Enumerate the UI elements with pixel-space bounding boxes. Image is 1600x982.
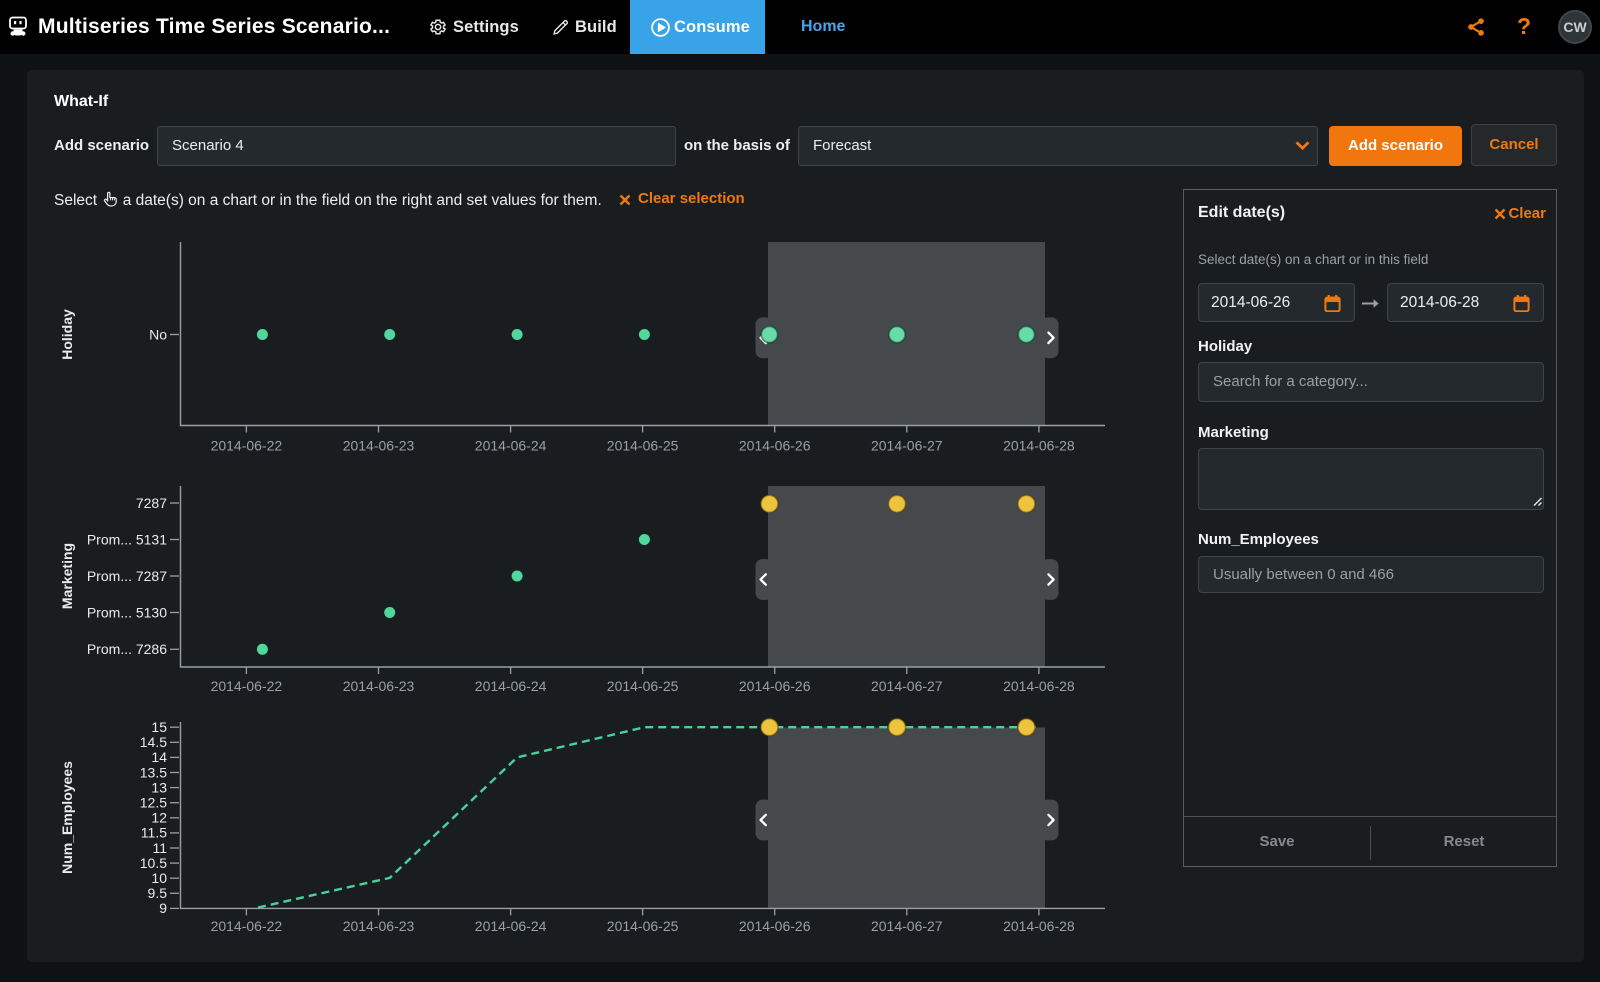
svg-text:2014-06-24: 2014-06-24: [475, 678, 547, 694]
svg-text:2014-06-26: 2014-06-26: [739, 438, 811, 454]
svg-text:2014-06-22: 2014-06-22: [211, 678, 283, 694]
svg-text:12: 12: [151, 810, 167, 826]
svg-text:15: 15: [151, 719, 167, 735]
svg-text:2014-06-25: 2014-06-25: [607, 438, 679, 454]
svg-text:Prom... 7287: Prom... 7287: [87, 568, 167, 584]
svg-text:2014-06-27: 2014-06-27: [871, 438, 943, 454]
svg-text:2014-06-26: 2014-06-26: [739, 918, 811, 934]
svg-text:7287: 7287: [136, 495, 167, 511]
svg-text:2014-06-23: 2014-06-23: [343, 678, 415, 694]
svg-text:9.5: 9.5: [148, 885, 168, 901]
svg-text:Holiday: Holiday: [59, 309, 75, 360]
svg-text:Prom... 5131: Prom... 5131: [87, 531, 167, 547]
svg-text:No: No: [149, 326, 167, 342]
svg-text:2014-06-22: 2014-06-22: [211, 918, 283, 934]
svg-text:2014-06-27: 2014-06-27: [871, 918, 943, 934]
svg-text:2014-06-26: 2014-06-26: [739, 678, 811, 694]
svg-text:11.5: 11.5: [141, 825, 167, 841]
svg-text:11: 11: [152, 840, 167, 856]
svg-text:Prom... 7286: Prom... 7286: [87, 641, 167, 657]
svg-text:14.5: 14.5: [140, 734, 167, 750]
svg-text:13: 13: [151, 779, 167, 795]
svg-text:10.5: 10.5: [140, 855, 167, 871]
svg-text:2014-06-28: 2014-06-28: [1003, 438, 1075, 454]
svg-text:2014-06-24: 2014-06-24: [475, 438, 547, 454]
svg-text:Prom... 5130: Prom... 5130: [87, 604, 167, 620]
svg-text:14: 14: [151, 749, 167, 765]
svg-text:Num_Employees: Num_Employees: [59, 761, 75, 874]
svg-text:12.5: 12.5: [140, 795, 167, 811]
svg-text:Marketing: Marketing: [59, 543, 75, 609]
svg-text:2014-06-25: 2014-06-25: [607, 918, 679, 934]
svg-text:2014-06-24: 2014-06-24: [475, 918, 547, 934]
svg-text:2014-06-23: 2014-06-23: [343, 918, 415, 934]
svg-text:2014-06-23: 2014-06-23: [343, 438, 415, 454]
svg-text:9: 9: [159, 900, 167, 916]
svg-text:2014-06-22: 2014-06-22: [211, 438, 283, 454]
svg-text:10: 10: [151, 870, 167, 886]
svg-text:2014-06-27: 2014-06-27: [871, 678, 943, 694]
svg-text:2014-06-25: 2014-06-25: [607, 678, 679, 694]
svg-text:2014-06-28: 2014-06-28: [1003, 918, 1075, 934]
svg-text:2014-06-28: 2014-06-28: [1003, 678, 1075, 694]
svg-text:13.5: 13.5: [140, 764, 167, 780]
